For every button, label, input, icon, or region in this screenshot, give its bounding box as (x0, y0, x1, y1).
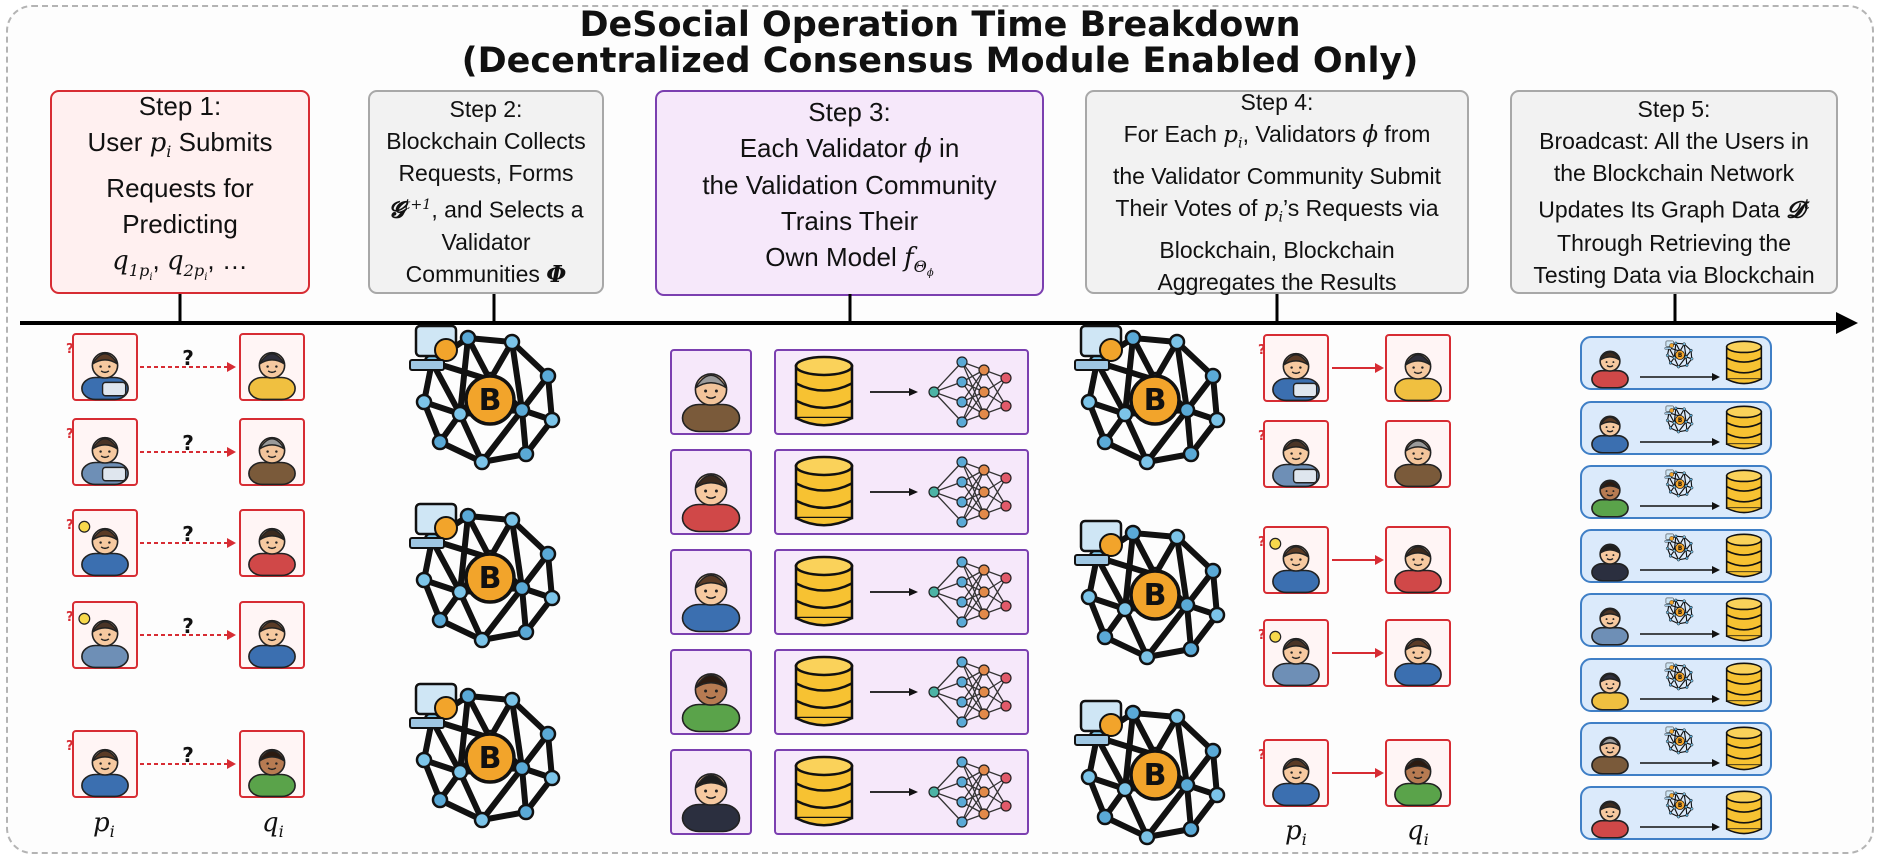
step1-box: Step 1: User pi Submits Requests for Pre… (50, 90, 310, 294)
step4-text: For Each (1123, 121, 1224, 148)
step5-text: the Blockchain Network (1553, 160, 1795, 187)
step2-var: Φ (546, 261, 567, 289)
step1-text: Submits (171, 127, 273, 158)
step4-text: ’s Requests via (1283, 195, 1439, 221)
requester-label-var: p (93, 808, 110, 838)
step2-box: Step 2: Blockchain Collects Requests, Fo… (368, 90, 604, 294)
diagram-title-line1: DeSocial Operation Time Breakdown (579, 5, 1301, 45)
step5-var: 𝓓 (1786, 196, 1804, 224)
step4-text: Their Votes of (1115, 195, 1264, 221)
target-label-sub: i (278, 822, 284, 842)
requester-label-step4: pi (1285, 816, 1307, 849)
step5-text: Updates Its Graph Data (1538, 196, 1787, 223)
step2-text: Validator (441, 229, 531, 256)
step1-var-sub: i (149, 271, 153, 283)
step2-var-sup: t+1 (404, 196, 432, 213)
step1-text: User (87, 127, 150, 158)
step2-text: Blockchain Collects (386, 127, 586, 154)
step4-text: , Validators (1242, 121, 1363, 148)
step3-label: Step 3: (808, 96, 891, 127)
step2-var: 𝓖 (388, 196, 405, 224)
step5-label: Step 5: (1637, 96, 1711, 123)
step4-var: p (1223, 122, 1239, 149)
step5-var-sup: t (1803, 197, 1810, 214)
step1-text: Requests for (106, 173, 254, 204)
step4-var: p (1263, 196, 1279, 222)
step3-box: Step 3: Each Validator ϕ in the Validati… (655, 90, 1044, 296)
requester-label-var: p (1285, 816, 1302, 846)
step3-var: ϕ (914, 133, 932, 164)
step4-var-sub: i (1278, 209, 1284, 226)
step4-text: Blockchain, Blockchain (1159, 236, 1395, 263)
step3-text: Own Model (765, 241, 905, 272)
step3-text: in (931, 132, 960, 163)
step4-text: the Validator Community Submit (1112, 163, 1442, 189)
step4-box: Step 4: For Each pi, Validators ϕ from t… (1085, 89, 1469, 295)
diagram-title-line2: (Decentralized Consensus Module Enabled … (461, 41, 1419, 81)
step1-var: q (112, 246, 129, 277)
step3-text: Each Validator (739, 132, 915, 163)
step1-text: , … (207, 245, 248, 276)
step1-var-sub: p (139, 260, 150, 280)
target-label: qi (262, 808, 284, 841)
step3-var-sub: Θ (913, 256, 927, 276)
step4-text: Aggregates the Results (1157, 268, 1397, 295)
step4-text: from (1378, 121, 1431, 148)
step2-text: , and Selects a (431, 196, 584, 223)
step1-var-sub: 1 (128, 260, 140, 280)
step1-var-sub: p (193, 260, 205, 280)
step1-text: Predicting (122, 209, 238, 240)
step4-label: Step 4: (1240, 89, 1314, 116)
step1-label: Step 1: (138, 91, 222, 122)
step1-var: p (149, 128, 167, 159)
step2-text: Communities (405, 261, 547, 288)
step5-text: Through Retrieving the (1557, 229, 1791, 256)
step4-var: ϕ (1362, 122, 1379, 149)
target-label-var: q (262, 808, 279, 838)
step4-var-sub: i (1238, 136, 1243, 152)
step3-var: f (904, 242, 914, 273)
requester-label-sub: i (1301, 830, 1307, 850)
step1-var-sub: i (166, 142, 172, 162)
requester-label: pi (93, 808, 115, 841)
step3-text: Trains Their (780, 205, 919, 236)
step5-text: Broadcast: All the Users in (1539, 128, 1809, 155)
requester-label-sub: i (109, 822, 115, 842)
step3-text: the Validation Community (702, 169, 997, 200)
step2-text: Requests, Forms (398, 159, 574, 186)
step1-var-sub: i (204, 271, 208, 283)
step1-var-sub: 2 (183, 260, 194, 280)
step1-var: q (167, 246, 184, 277)
target-label-step4: qi (1407, 816, 1429, 849)
target-label-sub: i (1423, 830, 1429, 850)
step2-label: Step 2: (449, 95, 523, 122)
step1-text: , (152, 245, 167, 276)
target-label-var: q (1407, 816, 1424, 846)
step3-var-sub: ϕ (926, 268, 934, 280)
step5-box: Step 5: Broadcast: All the Users in the … (1510, 90, 1838, 294)
step5-text: Testing Data via Blockchain (1533, 261, 1815, 288)
